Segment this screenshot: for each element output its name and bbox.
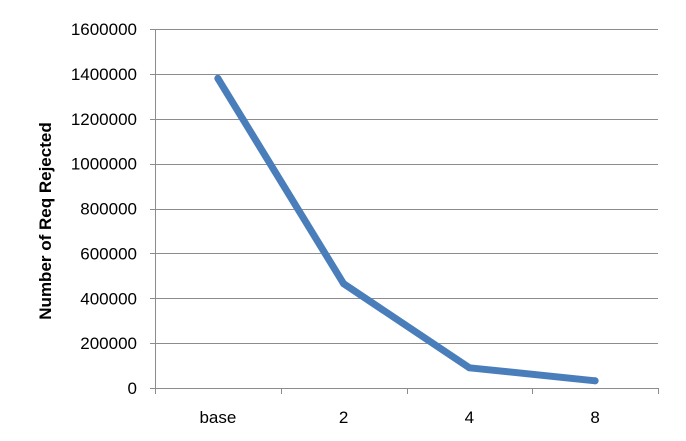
y-tick-label: 400000 — [80, 289, 137, 308]
x-tick-labels: base 2 4 8 — [199, 408, 599, 427]
data-point-8 — [591, 377, 599, 385]
data-point-2 — [340, 280, 348, 288]
x-tick-label: 8 — [590, 408, 599, 427]
y-tick-label: 1000000 — [71, 155, 137, 174]
series-line — [214, 74, 599, 385]
y-tick-label: 1200000 — [71, 110, 137, 129]
y-tick-labels: 0 200000 400000 600000 800000 1000000 1200000 1… — [71, 20, 137, 398]
y-tick-label: 0 — [128, 379, 137, 398]
gridlines — [155, 29, 658, 344]
y-tick-label: 1400000 — [71, 65, 137, 84]
axes — [150, 29, 659, 394]
y-tick-label: 800000 — [80, 200, 137, 219]
y-tick-label: 1600000 — [71, 20, 137, 39]
y-tick-label: 200000 — [80, 334, 137, 353]
y-axis-label: Number of Req Rejected — [36, 122, 55, 319]
x-tick-label: 2 — [339, 408, 348, 427]
x-tick-label: base — [199, 408, 236, 427]
data-point-4 — [465, 364, 473, 372]
series-layer — [214, 74, 599, 385]
data-point-base — [214, 74, 222, 82]
y-tick-label: 600000 — [80, 244, 137, 263]
x-tick-label: 4 — [465, 408, 474, 427]
